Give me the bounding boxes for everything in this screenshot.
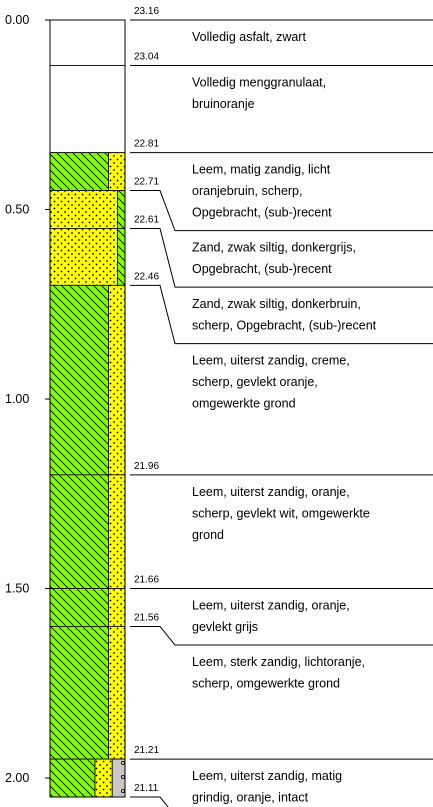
- soil-blank: [49, 19, 126, 66]
- boundary-line: [130, 625, 433, 646]
- soil-dots: [108, 474, 126, 589]
- layer-description: grond: [192, 528, 224, 542]
- layer-description: scherp, Opgebracht, (sub-)recent: [192, 319, 377, 333]
- soil-dots: [49, 190, 118, 229]
- boundary-line: [130, 796, 169, 807]
- layer-description: oranjebruin, scherp,: [192, 184, 302, 198]
- soil-hatch: [49, 626, 109, 760]
- elevation-label: 21.96: [134, 461, 159, 472]
- soil-hatch: [49, 588, 109, 627]
- layer-description: scherp, gevlekt wit, omgewerkte: [192, 506, 370, 520]
- y-tick-label: 1.00: [5, 392, 29, 406]
- layer-description: Zand, zwak siltig, donkerbruin,: [192, 297, 361, 311]
- elevation-label: 22.46: [134, 271, 159, 282]
- y-tick-label: 0.00: [5, 13, 29, 27]
- annotations: 23.16 Volledig asfalt, zwart 23.04 Volledig…: [130, 6, 433, 807]
- soil-hatch: [117, 228, 126, 286]
- layer-description: Volledig asfalt, zwart: [192, 30, 306, 44]
- layer-description: Leem, uiterst zandig, oranje,: [192, 485, 350, 499]
- layer-description: Opgebracht, (sub-)recent: [192, 206, 332, 220]
- layer-description: omgewerkte grond: [192, 397, 296, 411]
- layer-description: Leem, matig zandig, licht: [192, 163, 331, 177]
- soil-hatch: [117, 190, 126, 229]
- soil-gravel: [111, 758, 126, 798]
- layer-description: gevlekt grijs: [192, 620, 258, 634]
- soil-dots: [108, 588, 126, 627]
- boundary-line: [130, 284, 433, 345]
- layer-description: Zand, zwak siltig, donkergrijs,: [192, 241, 356, 255]
- layer-description: Opgebracht, (sub-)recent: [192, 262, 332, 276]
- soil-hatch: [49, 284, 109, 476]
- elevation-label: 21.11: [134, 783, 159, 794]
- soil-dots: [49, 228, 118, 286]
- soil-hatch: [49, 474, 109, 589]
- soil-hatch: [49, 152, 109, 191]
- soil-hatch: [49, 758, 96, 798]
- elevation-label: 21.66: [134, 575, 159, 586]
- column-border: [49, 19, 126, 798]
- layer-description: Volledig menggranulaat,: [192, 75, 326, 89]
- layer-description: Leem, uiterst zandig, oranje,: [192, 599, 350, 613]
- layer-description: Leem, uiterst zandig, creme,: [192, 354, 350, 368]
- elevation-label: 21.56: [134, 612, 159, 623]
- layer-description: Leem, uiterst zandig, matig: [192, 769, 342, 783]
- soil-dots: [94, 758, 113, 798]
- soil-dots: [108, 284, 126, 476]
- y-tick-label: 2.00: [5, 771, 29, 785]
- elevation-label: 21.21: [134, 745, 159, 756]
- layer-description: bruinoranje: [192, 97, 255, 111]
- layer-description: scherp, omgewerkte grond: [192, 677, 340, 691]
- elevation-label: 22.61: [134, 214, 159, 225]
- soil-blank: [49, 65, 126, 154]
- elevation-label: 22.81: [134, 139, 159, 150]
- layer-description: grindig, oranje, intact: [192, 791, 309, 805]
- elevation-label: 23.16: [134, 6, 159, 17]
- y-tick-label: 0.50: [5, 203, 29, 217]
- layer-description: Leem, sterk zandig, lichtoranje,: [192, 655, 365, 669]
- elevation-label: 22.71: [134, 177, 159, 188]
- soil-dots: [108, 152, 126, 191]
- elevation-label: 23.04: [134, 51, 159, 62]
- y-tick-label: 1.50: [5, 582, 29, 596]
- boundary-line: [130, 190, 433, 232]
- column: [49, 19, 126, 798]
- layer-description: scherp, gevlekt oranje,: [192, 375, 318, 389]
- soil-dots: [108, 626, 126, 760]
- boundary-line: [130, 227, 433, 288]
